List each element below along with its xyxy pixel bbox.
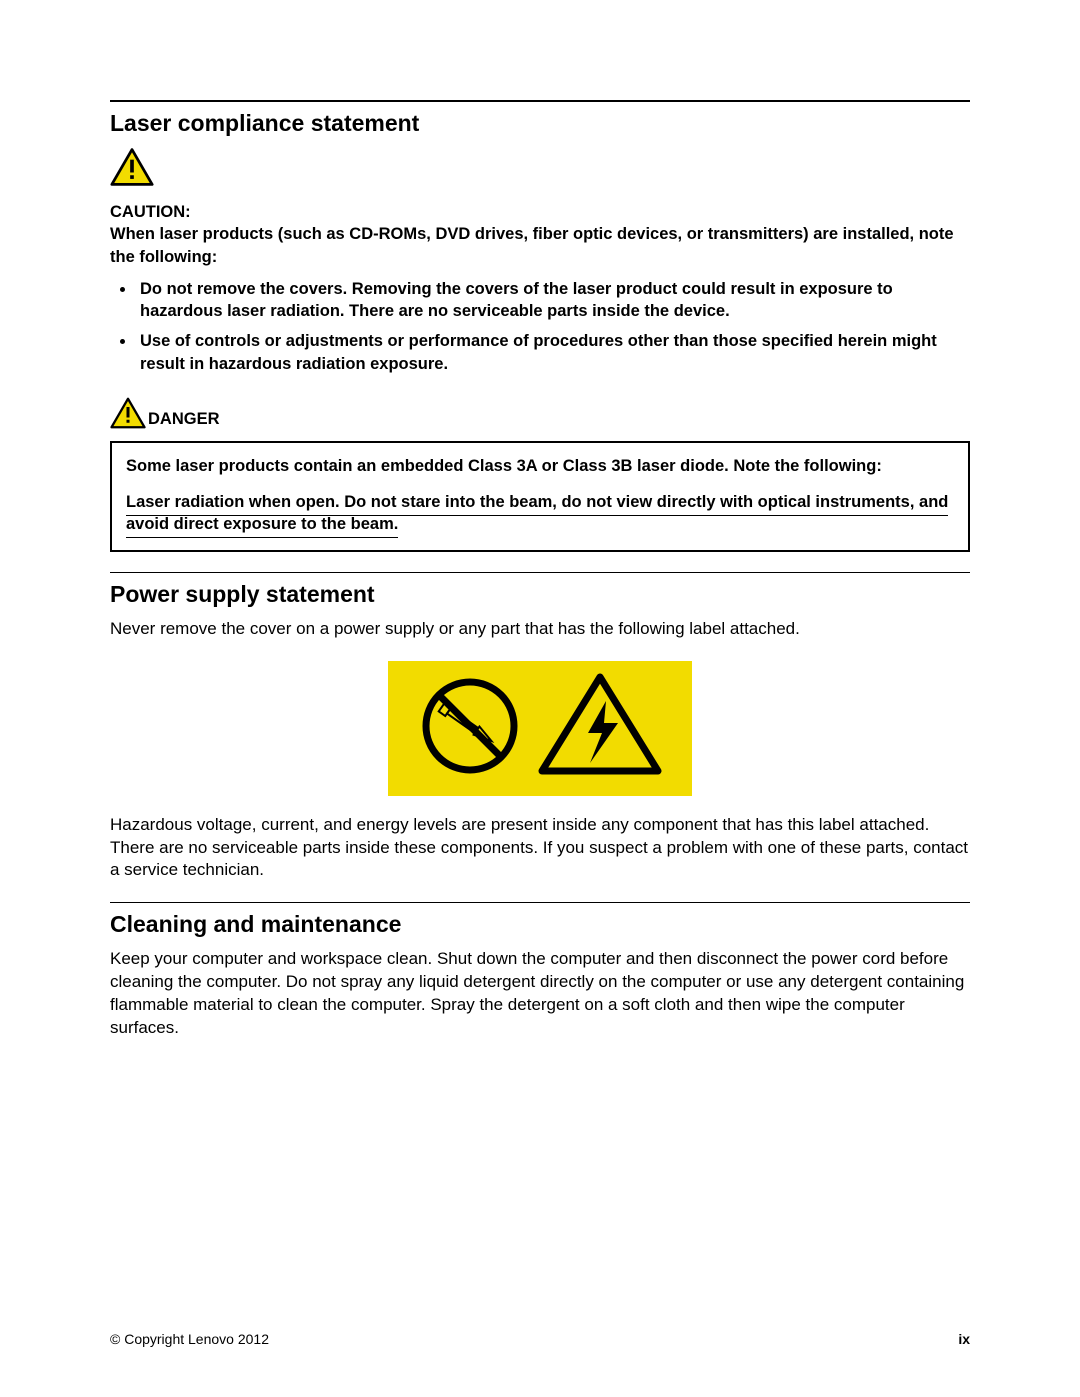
page-footer: © Copyright Lenovo 2012 ix (110, 1331, 970, 1347)
document-page: Laser compliance statement CAUTION: When… (0, 0, 1080, 1397)
bullet-item: Use of controls or adjustments or perfor… (136, 330, 970, 375)
copyright-text: © Copyright Lenovo 2012 (110, 1331, 269, 1347)
caution-bullet-list: Do not remove the covers. Removing the c… (110, 278, 970, 375)
caution-label: CAUTION: (110, 203, 191, 221)
body-paragraph: Keep your computer and workspace clean. … (110, 948, 970, 1040)
warning-triangle-icon (110, 397, 146, 429)
section-divider (110, 902, 970, 903)
body-paragraph: Hazardous voltage, current, and energy l… (110, 814, 970, 883)
danger-label: DANGER (148, 410, 220, 429)
section-title-power: Power supply statement (110, 581, 970, 608)
body-paragraph: Never remove the cover on a power supply… (110, 618, 970, 641)
danger-text-1: Some laser products contain an embedded … (126, 455, 954, 477)
caution-block: CAUTION: When laser products (such as CD… (110, 201, 970, 268)
section-divider (110, 572, 970, 573)
page-number: ix (958, 1331, 970, 1347)
danger-heading-row: DANGER (110, 397, 970, 429)
hazard-label-figure (110, 661, 970, 796)
section-divider (110, 100, 970, 102)
section-title-laser: Laser compliance statement (110, 110, 970, 137)
danger-box: Some laser products contain an embedded … (110, 441, 970, 552)
warning-triangle-icon (110, 147, 154, 187)
section-title-cleaning: Cleaning and maintenance (110, 911, 970, 938)
danger-text-2: Laser radiation when open. Do not stare … (126, 491, 954, 536)
caution-text: When laser products (such as CD-ROMs, DV… (110, 225, 954, 265)
bullet-item: Do not remove the covers. Removing the c… (136, 278, 970, 323)
hazard-label (388, 661, 692, 796)
hazard-symbols-icon (410, 671, 670, 781)
